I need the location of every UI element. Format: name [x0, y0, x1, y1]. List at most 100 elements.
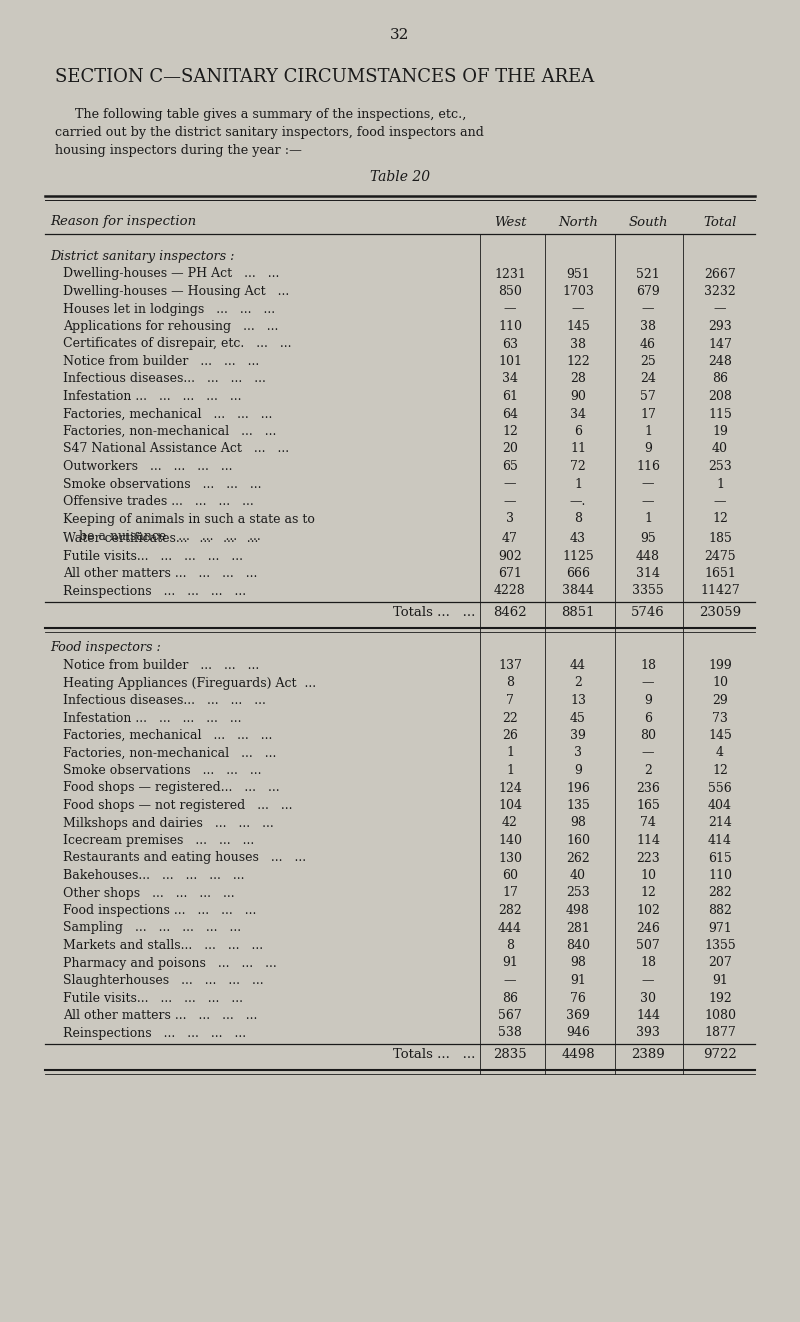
Text: 25: 25: [640, 356, 656, 368]
Text: 671: 671: [498, 567, 522, 580]
Text: 18: 18: [640, 957, 656, 969]
Text: 2667: 2667: [704, 267, 736, 280]
Text: 214: 214: [708, 817, 732, 829]
Text: 64: 64: [502, 407, 518, 420]
Text: 20: 20: [502, 443, 518, 456]
Text: 444: 444: [498, 921, 522, 935]
Text: 160: 160: [566, 834, 590, 847]
Text: 46: 46: [640, 337, 656, 350]
Text: Houses let in lodgings   ...   ...   ...: Houses let in lodgings ... ... ...: [63, 303, 275, 316]
Text: 43: 43: [570, 531, 586, 545]
Text: 91: 91: [570, 974, 586, 988]
Text: 281: 281: [566, 921, 590, 935]
Text: 615: 615: [708, 851, 732, 865]
Text: 9: 9: [644, 443, 652, 456]
Text: 4228: 4228: [494, 584, 526, 598]
Text: Notice from builder   ...   ...   ...: Notice from builder ... ... ...: [63, 658, 259, 672]
Text: 1: 1: [574, 477, 582, 490]
Text: 34: 34: [570, 407, 586, 420]
Text: 3: 3: [506, 513, 514, 526]
Text: 12: 12: [712, 764, 728, 777]
Text: 72: 72: [570, 460, 586, 473]
Text: 40: 40: [570, 869, 586, 882]
Text: Sampling   ...   ...   ...   ...   ...: Sampling ... ... ... ... ...: [63, 921, 241, 935]
Text: 95: 95: [640, 531, 656, 545]
Text: 666: 666: [566, 567, 590, 580]
Text: Keeping of animals in such a state as to: Keeping of animals in such a state as to: [63, 513, 315, 526]
Text: 61: 61: [502, 390, 518, 403]
Text: 34: 34: [502, 373, 518, 386]
Text: 130: 130: [498, 851, 522, 865]
Text: —: —: [504, 494, 516, 508]
Text: 29: 29: [712, 694, 728, 707]
Text: 521: 521: [636, 267, 660, 280]
Text: Infestation ...   ...   ...   ...   ...: Infestation ... ... ... ... ...: [63, 390, 242, 403]
Text: North: North: [558, 215, 598, 229]
Text: 26: 26: [502, 728, 518, 742]
Text: —: —: [504, 303, 516, 316]
Text: 24: 24: [640, 373, 656, 386]
Text: 86: 86: [502, 992, 518, 1005]
Text: Infectious diseases...   ...   ...   ...: Infectious diseases... ... ... ...: [63, 373, 266, 386]
Text: Reinspections   ...   ...   ...   ...: Reinspections ... ... ... ...: [63, 584, 246, 598]
Text: 144: 144: [636, 1009, 660, 1022]
Text: 556: 556: [708, 781, 732, 795]
Text: 39: 39: [570, 728, 586, 742]
Text: 2835: 2835: [493, 1048, 527, 1062]
Text: 507: 507: [636, 939, 660, 952]
Text: Total: Total: [703, 215, 737, 229]
Text: 946: 946: [566, 1026, 590, 1039]
Text: 110: 110: [498, 320, 522, 333]
Text: 1703: 1703: [562, 286, 594, 297]
Text: Heating Appliances (Fireguards) Act  ...: Heating Appliances (Fireguards) Act ...: [63, 677, 316, 690]
Text: 223: 223: [636, 851, 660, 865]
Text: 98: 98: [570, 817, 586, 829]
Text: Notice from builder   ...   ...   ...: Notice from builder ... ... ...: [63, 356, 259, 368]
Text: 38: 38: [570, 337, 586, 350]
Text: 2: 2: [574, 677, 582, 690]
Text: 63: 63: [502, 337, 518, 350]
Text: Factories, mechanical   ...   ...   ...: Factories, mechanical ... ... ...: [63, 728, 272, 742]
Text: 17: 17: [640, 407, 656, 420]
Text: 282: 282: [708, 887, 732, 899]
Text: 262: 262: [566, 851, 590, 865]
Text: 246: 246: [636, 921, 660, 935]
Text: 4: 4: [716, 747, 724, 760]
Text: 2475: 2475: [704, 550, 736, 562]
Text: Food shops — not registered   ...   ...: Food shops — not registered ... ...: [63, 798, 293, 812]
Text: 314: 314: [636, 567, 660, 580]
Text: 1: 1: [506, 747, 514, 760]
Text: 196: 196: [566, 781, 590, 795]
Text: Futile visits...   ...   ...   ...   ...: Futile visits... ... ... ... ...: [63, 992, 243, 1005]
Text: Reason for inspection: Reason for inspection: [50, 215, 196, 229]
Text: 192: 192: [708, 992, 732, 1005]
Text: 1355: 1355: [704, 939, 736, 952]
Text: 91: 91: [502, 957, 518, 969]
Text: Infestation ...   ...   ...   ...   ...: Infestation ... ... ... ... ...: [63, 711, 242, 724]
Text: 6: 6: [574, 424, 582, 438]
Text: housing inspectors during the year :—: housing inspectors during the year :—: [55, 144, 302, 157]
Text: 1231: 1231: [494, 267, 526, 280]
Text: The following table gives a summary of the inspections, etc.,: The following table gives a summary of t…: [75, 108, 466, 122]
Text: 2389: 2389: [631, 1048, 665, 1062]
Text: 116: 116: [636, 460, 660, 473]
Text: Dwelling-houses — PH Act   ...   ...: Dwelling-houses — PH Act ... ...: [63, 267, 279, 280]
Text: 135: 135: [566, 798, 590, 812]
Text: 8851: 8851: [562, 605, 594, 619]
Text: Water certificates...   ...   ...   ...: Water certificates... ... ... ...: [63, 531, 258, 545]
Text: 1877: 1877: [704, 1026, 736, 1039]
Text: Slaughterhouses   ...   ...   ...   ...: Slaughterhouses ... ... ... ...: [63, 974, 264, 988]
Text: 140: 140: [498, 834, 522, 847]
Text: 208: 208: [708, 390, 732, 403]
Text: South: South: [628, 215, 668, 229]
Text: —: —: [642, 974, 654, 988]
Text: 971: 971: [708, 921, 732, 935]
Text: Reinspections   ...   ...   ...   ...: Reinspections ... ... ... ...: [63, 1026, 246, 1039]
Text: 32: 32: [390, 28, 410, 42]
Text: carried out by the district sanitary inspectors, food inspectors and: carried out by the district sanitary ins…: [55, 126, 484, 139]
Text: 369: 369: [566, 1009, 590, 1022]
Text: 498: 498: [566, 904, 590, 917]
Text: 9722: 9722: [703, 1048, 737, 1062]
Text: 6: 6: [644, 711, 652, 724]
Text: 145: 145: [708, 728, 732, 742]
